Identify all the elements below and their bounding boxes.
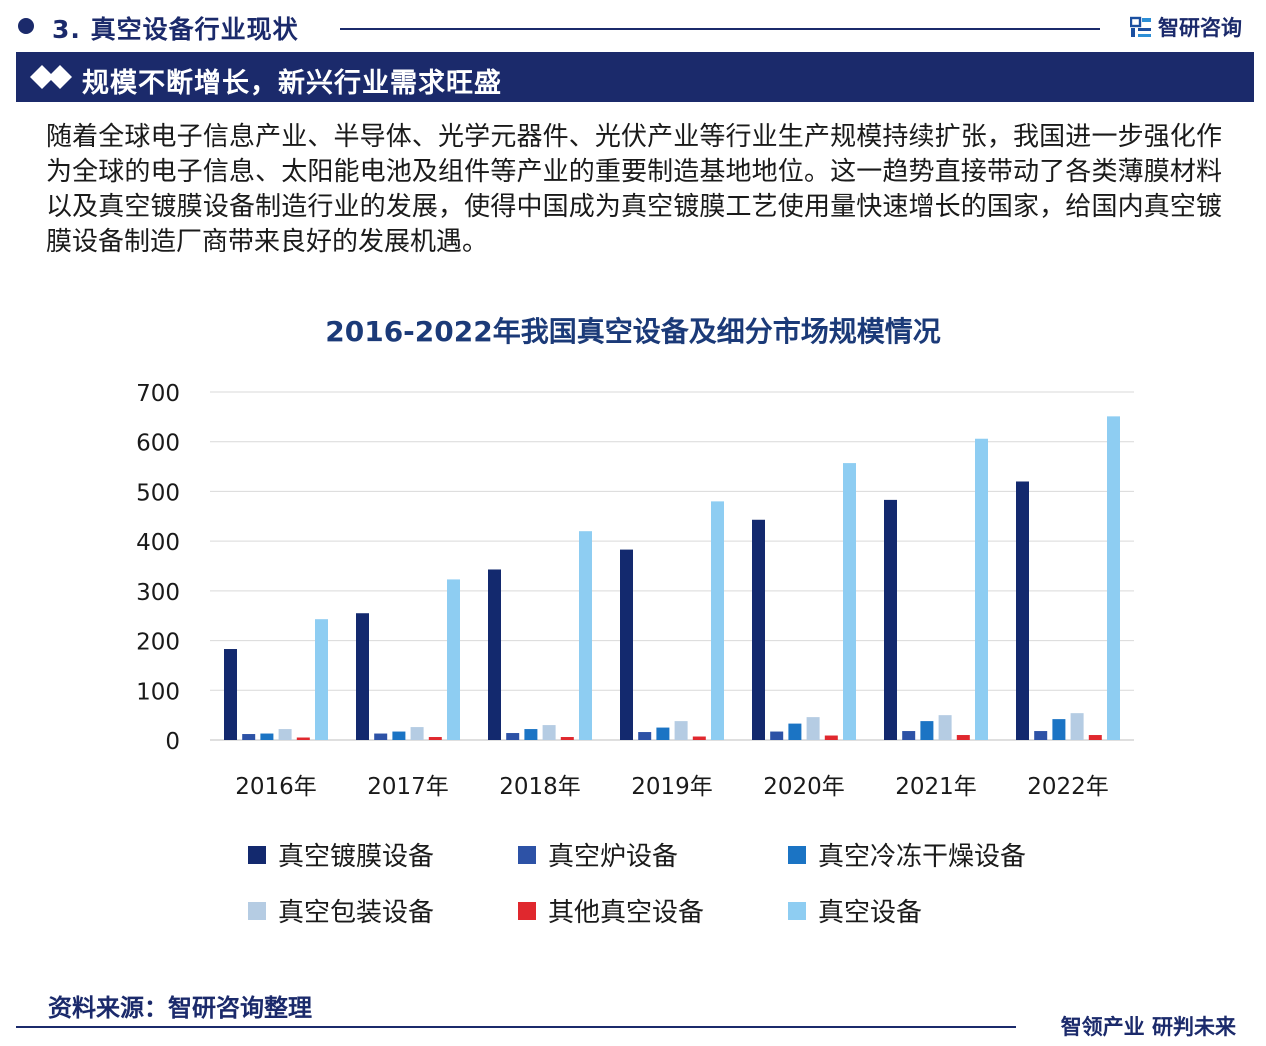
brand-name: 智研咨询	[1158, 16, 1242, 40]
y-tick-label: 100	[136, 679, 180, 705]
bar	[560, 737, 574, 740]
bar	[824, 735, 838, 740]
x-tick-label: 2019年	[631, 774, 713, 800]
bar	[638, 732, 652, 740]
legend-item: 真空设备	[788, 892, 922, 929]
bar	[260, 733, 274, 740]
legend-label: 真空镀膜设备	[278, 842, 435, 872]
section-header: 3. 真空设备行业现状 智研咨询	[0, 0, 1266, 52]
legend-label: 真空包装设备	[278, 898, 435, 928]
bullet-icon	[18, 18, 34, 34]
intro-paragraph: 随着全球电子信息产业、半导体、光学元器件、光伏产业等行业生产规模持续扩张，我国进…	[46, 122, 1222, 257]
legend-swatch	[248, 845, 266, 864]
legend-item: 真空冷冻干燥设备	[788, 836, 1026, 873]
bar	[674, 721, 688, 740]
bar	[752, 519, 765, 740]
bar	[788, 723, 802, 740]
legend-item: 真空镀膜设备	[248, 836, 434, 873]
chart-legend: 真空镀膜设备 真空炉设备 真空冷冻干燥设备真空包装设备 其他真空设备 真空设备	[248, 836, 1148, 946]
bar	[975, 438, 988, 740]
legend-label: 真空冷冻干燥设备	[818, 842, 1027, 872]
diamond-icon	[30, 65, 72, 89]
bar	[488, 569, 501, 740]
footer-divider	[16, 1026, 1016, 1028]
y-tick-label: 200	[136, 630, 180, 656]
header-divider	[340, 28, 1100, 30]
y-tick-label: 500	[136, 480, 180, 506]
bar	[296, 737, 310, 740]
legend-item: 其他真空设备	[518, 892, 704, 929]
legend-label: 真空设备	[818, 898, 923, 928]
bar	[938, 715, 952, 740]
bar	[356, 613, 369, 740]
legend-swatch	[788, 901, 806, 920]
x-tick-label: 2017年	[367, 774, 449, 800]
bar	[843, 463, 856, 740]
bar	[1070, 713, 1084, 740]
bar	[1034, 731, 1048, 740]
bar	[278, 729, 292, 740]
bar	[1016, 481, 1029, 740]
bar	[242, 734, 256, 740]
bar	[1088, 735, 1102, 740]
bar	[579, 531, 592, 740]
bar	[770, 731, 784, 740]
bar	[524, 729, 538, 740]
y-tick-label: 300	[136, 580, 180, 606]
y-tick-label: 400	[136, 530, 180, 556]
bar	[620, 549, 633, 740]
legend-item: 真空炉设备	[518, 836, 678, 873]
y-tick-label: 0	[165, 729, 180, 755]
bar	[1107, 416, 1120, 740]
bar	[315, 619, 328, 740]
headline-banner: 规模不断增长，新兴行业需求旺盛	[16, 52, 1254, 102]
bar	[447, 579, 460, 740]
bar	[711, 501, 724, 740]
x-tick-label: 2021年	[895, 774, 977, 800]
x-tick-label: 2020年	[763, 774, 845, 800]
bar	[806, 717, 820, 740]
x-tick-label: 2018年	[499, 774, 581, 800]
banner-title: 规模不断增长，新兴行业需求旺盛	[82, 68, 502, 99]
bar-chart: 0 100 200 300 400 500 600 700 2016年 2017年 2018年 201…	[136, 381, 1134, 800]
bar	[692, 736, 706, 740]
y-tick-label: 600	[136, 431, 180, 457]
legend-swatch	[518, 845, 536, 864]
brand-logo-icon	[1130, 16, 1151, 37]
source-note: 资料来源：智研咨询整理	[48, 994, 312, 1022]
bar	[374, 733, 388, 740]
bar	[392, 731, 406, 740]
brand-logo: 智研咨询	[1130, 12, 1242, 42]
legend-item: 真空包装设备	[248, 892, 434, 929]
legend-swatch	[788, 845, 806, 864]
bar	[506, 733, 520, 740]
section-title: 3. 真空设备行业现状	[52, 15, 299, 44]
bar	[956, 735, 970, 740]
bar	[884, 499, 897, 740]
bar	[920, 721, 934, 740]
bar	[656, 727, 670, 740]
bar	[428, 737, 442, 740]
legend-label: 其他真空设备	[548, 898, 705, 928]
bar	[1052, 719, 1066, 740]
bar	[902, 731, 916, 740]
x-tick-label: 2016年	[235, 774, 317, 800]
legend-swatch	[248, 901, 266, 920]
legend-label: 真空炉设备	[548, 842, 679, 872]
legend-swatch	[518, 901, 536, 920]
bar	[542, 725, 556, 740]
footer-slogan: 智领产业 研判未来	[1060, 1015, 1236, 1039]
y-tick-label: 700	[136, 381, 180, 407]
chart-title: 2016-2022年我国真空设备及细分市场规模情况	[325, 315, 941, 348]
bar	[224, 649, 237, 740]
bar	[410, 727, 424, 740]
x-tick-label: 2022年	[1027, 774, 1109, 800]
